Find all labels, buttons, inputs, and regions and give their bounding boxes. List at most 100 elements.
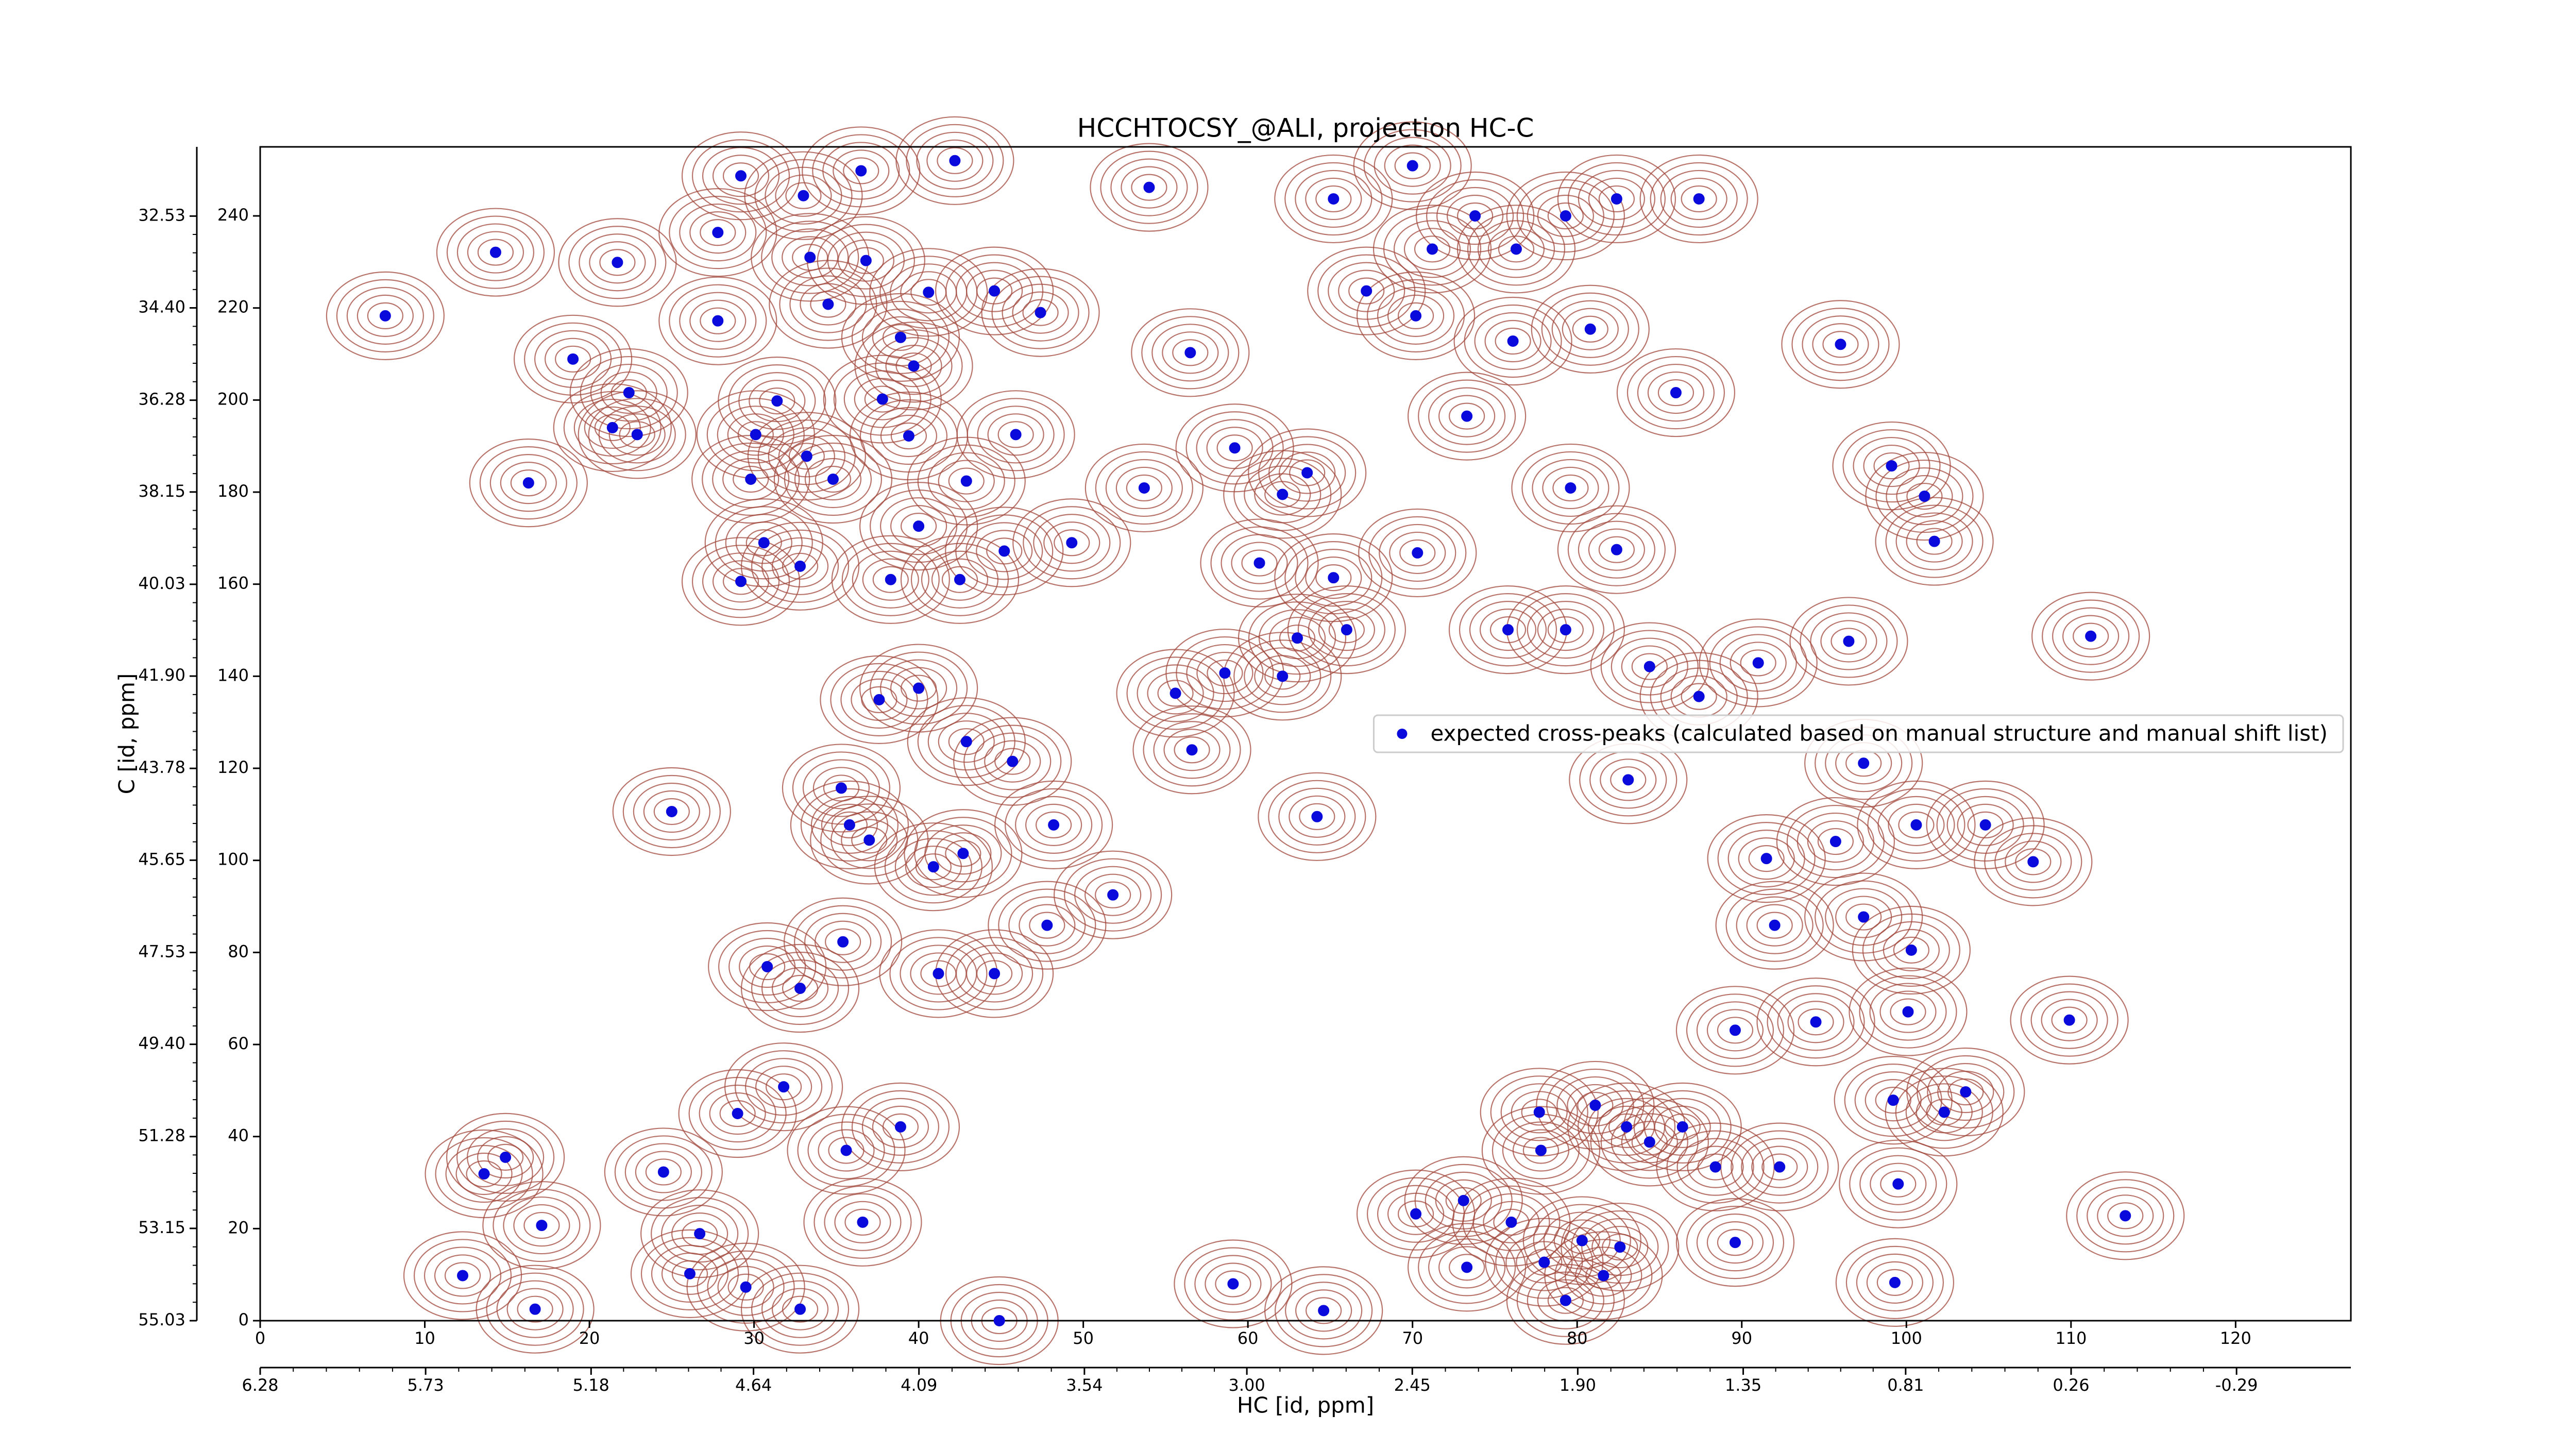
contour — [1404, 1156, 1523, 1245]
contour — [1937, 1070, 1994, 1114]
contour — [671, 1260, 708, 1287]
contour — [797, 1114, 895, 1187]
contour — [1717, 821, 1816, 896]
contour — [1547, 616, 1584, 644]
contour — [681, 537, 801, 626]
contour — [906, 124, 1004, 197]
y-axis-label: C [id, ppm] — [114, 673, 140, 795]
contour — [935, 246, 1054, 335]
contour — [1457, 202, 1494, 230]
contour — [1730, 642, 1787, 684]
contour — [1295, 170, 1372, 228]
contour — [651, 1197, 749, 1271]
contour — [926, 139, 984, 182]
contour — [831, 811, 868, 838]
contour — [444, 1262, 481, 1289]
contour — [802, 759, 880, 817]
contour — [1717, 1017, 1754, 1044]
contour — [890, 667, 947, 710]
contour — [854, 322, 973, 411]
peak-marker — [1066, 537, 1078, 549]
contour — [1295, 1289, 1352, 1332]
contour — [771, 1288, 829, 1330]
contour — [1740, 649, 1776, 677]
contour — [1542, 466, 1599, 510]
contour — [1172, 339, 1209, 366]
contour — [1631, 653, 1668, 680]
contour — [658, 276, 777, 365]
contour — [1285, 1282, 1363, 1340]
contour — [771, 967, 829, 1010]
contour — [810, 291, 846, 318]
contour — [1565, 1246, 1642, 1305]
y-tick-label: 20 — [228, 1218, 249, 1237]
contour — [788, 443, 825, 470]
contour — [619, 421, 655, 448]
contour — [1859, 975, 1957, 1049]
y-tick-label: 120 — [217, 757, 249, 777]
contour — [1567, 162, 1666, 236]
peak-marker — [1292, 632, 1303, 644]
peak-marker — [1892, 1178, 1904, 1190]
peak-marker — [1611, 544, 1622, 555]
contour — [977, 406, 1055, 464]
contour — [1132, 705, 1251, 795]
contour — [1338, 269, 1395, 312]
peak-marker — [827, 473, 839, 485]
contour — [1244, 647, 1321, 705]
contour — [1557, 505, 1676, 594]
peak-marker — [606, 422, 618, 433]
contour — [578, 390, 697, 479]
contour — [1853, 436, 1930, 495]
peak-marker — [1143, 181, 1155, 193]
y-tick-label: 160 — [217, 574, 249, 593]
contour — [1854, 1071, 1932, 1130]
contour — [844, 1208, 881, 1236]
contour — [1746, 904, 1803, 947]
x-tick-label: 70 — [1402, 1328, 1423, 1348]
peak-marker — [1887, 1094, 1899, 1106]
contour — [840, 670, 918, 729]
peak-marker — [1041, 919, 1053, 931]
peak-marker — [960, 475, 972, 487]
contour — [1906, 482, 1943, 510]
contour — [496, 1280, 574, 1338]
contour — [1487, 228, 1545, 271]
contour — [1859, 1155, 1937, 1213]
contour — [1876, 1269, 1913, 1296]
contour — [807, 1121, 885, 1180]
contour — [346, 287, 424, 345]
contour — [812, 767, 870, 810]
contour — [761, 537, 839, 595]
peak-marker — [1769, 919, 1781, 931]
contour — [1831, 628, 1867, 655]
peak-marker — [801, 450, 812, 462]
contour — [800, 283, 857, 326]
contour — [768, 427, 845, 485]
contour — [782, 744, 901, 833]
contour — [1416, 171, 1535, 261]
contour — [1967, 811, 2004, 838]
contour — [1445, 1187, 1482, 1214]
y2-tick-label: 43.78 — [138, 757, 185, 777]
contour — [1789, 597, 1908, 686]
peak-marker — [1810, 1016, 1822, 1028]
contour — [489, 454, 567, 512]
contour — [1005, 788, 1103, 862]
contour — [782, 236, 839, 279]
peak-marker — [1565, 482, 1577, 494]
contour — [1562, 308, 1619, 350]
contour — [937, 147, 973, 174]
contour — [733, 465, 769, 493]
contour — [1356, 271, 1476, 360]
contour — [1479, 609, 1537, 651]
contour — [1131, 308, 1250, 397]
contour — [1581, 1218, 1659, 1276]
contour — [1756, 978, 1875, 1067]
contour — [880, 497, 958, 555]
contour — [1547, 1287, 1584, 1314]
contour — [513, 1204, 570, 1247]
peak-marker — [903, 430, 914, 442]
peak-marker — [1533, 1106, 1545, 1118]
